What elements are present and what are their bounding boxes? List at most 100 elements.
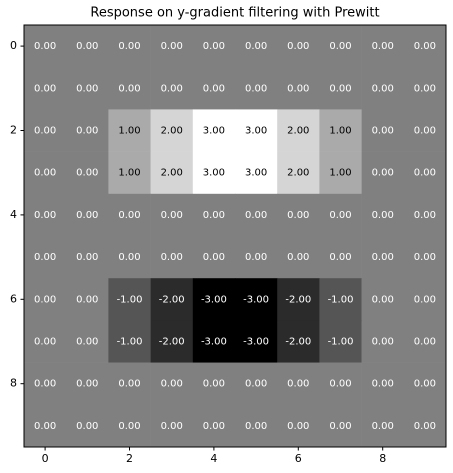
cell xyxy=(319,320,362,363)
y-tick-label: 2 xyxy=(10,124,17,137)
cell-label: 0.00 xyxy=(34,337,56,348)
cell-label: 0.00 xyxy=(329,83,351,94)
cell-label: 0.00 xyxy=(161,41,183,52)
cell-label: 0.00 xyxy=(329,421,351,432)
cell xyxy=(108,404,151,448)
cell xyxy=(235,404,278,448)
cell-label: 0.00 xyxy=(161,379,183,390)
cell xyxy=(235,151,278,195)
cell xyxy=(192,193,236,237)
cell xyxy=(403,320,447,363)
cell-label: 0.00 xyxy=(372,41,394,52)
cell-label: 0.00 xyxy=(287,83,309,94)
cell xyxy=(319,67,362,110)
cell xyxy=(403,25,447,68)
cell xyxy=(319,109,362,152)
cell-label: 3.00 xyxy=(203,126,225,137)
cell-label: 0.00 xyxy=(34,210,56,221)
cell xyxy=(192,278,236,321)
cell-label: 0.00 xyxy=(287,252,309,263)
cell xyxy=(235,320,278,363)
cell-label: 0.00 xyxy=(34,252,56,263)
cell xyxy=(403,362,447,406)
cell-label: 0.00 xyxy=(287,379,309,390)
cell xyxy=(150,151,194,195)
cell-label: 0.00 xyxy=(76,168,98,179)
cell xyxy=(403,278,447,321)
cell-label: -1.00 xyxy=(117,294,143,305)
cell-label: 0.00 xyxy=(203,83,225,94)
cell-label: 0.00 xyxy=(245,379,267,390)
cell-label: 0.00 xyxy=(203,252,225,263)
cell xyxy=(277,278,320,321)
cell xyxy=(66,193,109,237)
plot-frame xyxy=(23,24,447,448)
cell xyxy=(24,67,67,110)
cell xyxy=(319,25,362,68)
cell-label: 0.00 xyxy=(34,294,56,305)
cell xyxy=(66,320,109,363)
cell-label: 0.00 xyxy=(76,210,98,221)
cell-label: 0.00 xyxy=(34,379,56,390)
cell xyxy=(108,278,151,321)
cell-label: 2.00 xyxy=(287,168,309,179)
cell xyxy=(235,109,278,152)
cell-label: 0.00 xyxy=(76,294,98,305)
cell-label: 0.00 xyxy=(203,41,225,52)
cell xyxy=(192,151,236,195)
x-tick-label: 8 xyxy=(379,452,386,465)
cell-label: 0.00 xyxy=(118,210,140,221)
cell-label: 1.00 xyxy=(329,126,351,137)
cell-label: 0.00 xyxy=(372,126,394,137)
cell-label: 0.00 xyxy=(34,421,56,432)
cell xyxy=(108,151,151,195)
cell xyxy=(24,320,67,363)
cell-label: 0.00 xyxy=(372,252,394,263)
cell xyxy=(150,25,194,68)
cell-label: -3.00 xyxy=(201,294,227,305)
cell-label: 0.00 xyxy=(118,379,140,390)
cell xyxy=(361,278,405,321)
cell xyxy=(319,151,362,195)
cell-label: -3.00 xyxy=(243,294,269,305)
cell xyxy=(192,25,236,68)
cell xyxy=(277,67,320,110)
cell-label: 0.00 xyxy=(245,252,267,263)
cell xyxy=(66,25,109,68)
cell xyxy=(403,236,447,279)
cell xyxy=(24,362,67,406)
cell-label: 0.00 xyxy=(76,421,98,432)
cell xyxy=(361,151,405,195)
cell xyxy=(192,67,236,110)
chart-title: Response on y-gradient filtering with Pr… xyxy=(90,6,379,21)
cell-label: 0.00 xyxy=(118,421,140,432)
cell-label: 0.00 xyxy=(287,210,309,221)
cell xyxy=(66,404,109,448)
y-tick-label: 8 xyxy=(10,377,17,390)
cell xyxy=(150,193,194,237)
cell xyxy=(319,236,362,279)
cell xyxy=(403,193,447,237)
cell xyxy=(24,236,67,279)
cell-label: 0.00 xyxy=(372,421,394,432)
cell xyxy=(277,236,320,279)
cell-label: 0.00 xyxy=(372,379,394,390)
cell xyxy=(150,236,194,279)
cell xyxy=(108,25,151,68)
cell xyxy=(192,236,236,279)
cell xyxy=(277,320,320,363)
cell-label: 0.00 xyxy=(118,41,140,52)
cell xyxy=(319,404,362,448)
cell-label: 0.00 xyxy=(34,41,56,52)
cell xyxy=(235,67,278,110)
cell-label: 3.00 xyxy=(245,168,267,179)
cell xyxy=(361,67,405,110)
cell-label: 2.00 xyxy=(287,126,309,137)
cell xyxy=(24,25,67,68)
cell-label: 0.00 xyxy=(118,252,140,263)
cell-label: 2.00 xyxy=(161,126,183,137)
cell-label: -1.00 xyxy=(328,294,354,305)
cell-label: 0.00 xyxy=(372,210,394,221)
cell-label: 0.00 xyxy=(161,83,183,94)
cell-label: 0.00 xyxy=(76,126,98,137)
